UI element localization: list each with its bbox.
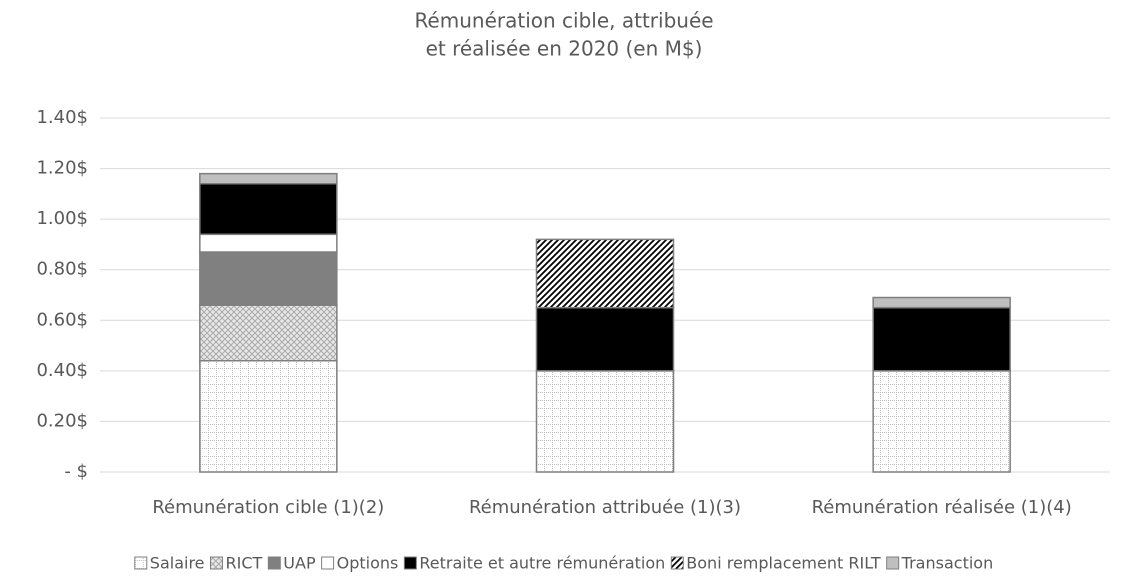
bar-segment	[199, 233, 338, 253]
legend-label: Salaire	[150, 554, 205, 573]
bar-segment	[872, 296, 1011, 309]
x-tick-label: Rémunération cible (1)(2)	[152, 497, 384, 518]
legend-swatch	[403, 556, 417, 570]
legend-label: Retraite et autre rémunération	[419, 554, 665, 573]
legend: Salaire RICT UAP Options Retraite et autre r…	[134, 554, 994, 573]
y-tick-label: 0.20$	[36, 410, 88, 431]
legend-swatch	[886, 556, 900, 570]
bar-segment	[199, 359, 338, 473]
legend-swatch	[210, 556, 224, 570]
bar-segment	[199, 172, 338, 185]
legend-swatch	[670, 556, 684, 570]
bar-segment	[872, 306, 1011, 372]
legend-label: RICT	[226, 554, 263, 573]
legend-swatch	[321, 556, 335, 570]
legend-label: Options	[337, 554, 399, 573]
y-tick-label: - $	[64, 461, 88, 482]
x-tick-label: Rémunération attribuée (1)(3)	[469, 497, 741, 518]
bar-segment	[199, 251, 338, 306]
bar-segment	[535, 306, 675, 372]
y-tick-label: 0.40$	[36, 360, 88, 381]
bar-segment	[199, 304, 338, 362]
x-tick-label: Rémunération réalisée (1)(4)	[812, 497, 1072, 518]
legend-swatch	[134, 556, 148, 570]
legend-label: UAP	[283, 554, 316, 573]
chart-title: et réalisée en 2020 (en M$)	[426, 37, 703, 61]
y-tick-label: 1.20$	[36, 158, 88, 179]
y-tick-label: 0.80$	[36, 259, 88, 280]
bar-segment	[535, 238, 675, 309]
legend-label: Boni remplacement RILT	[686, 554, 881, 573]
bar-segment	[872, 370, 1011, 473]
bar-segment	[535, 370, 675, 473]
y-tick-label: 1.40$	[36, 107, 88, 128]
legend-swatch	[267, 556, 281, 570]
y-tick-label: 1.00$	[36, 208, 88, 229]
legend-label: Transaction	[901, 554, 994, 573]
bar-segment	[199, 182, 338, 236]
y-tick-label: 0.60$	[36, 309, 88, 330]
chart-title: Rémunération cible, attribuée	[414, 9, 713, 33]
